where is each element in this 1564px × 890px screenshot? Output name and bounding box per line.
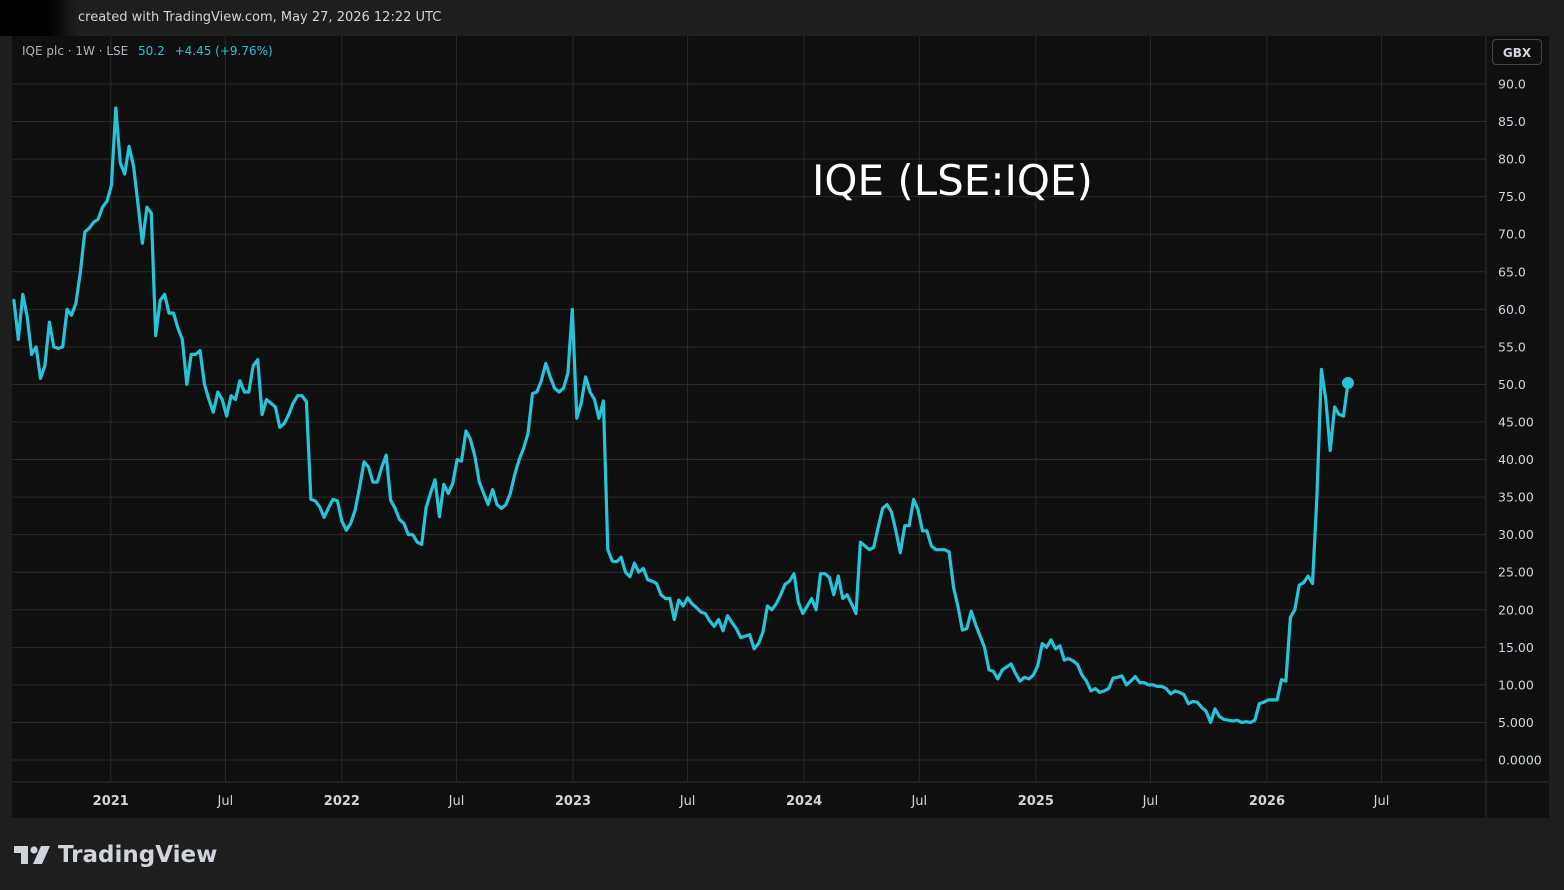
x-tick-label: Jul xyxy=(910,794,927,809)
x-tick-label: 2023 xyxy=(555,794,591,809)
y-tick-label: 75.0 xyxy=(1498,189,1526,204)
symbol-watermark: IQE (LSE:IQE) xyxy=(812,156,1093,205)
price-change: +4.45 (+9.76%) xyxy=(174,44,273,58)
x-tick-label: Jul xyxy=(217,794,234,809)
tradingview-logo-icon xyxy=(14,846,50,864)
x-tick-label: Jul xyxy=(679,794,696,809)
redacted-area xyxy=(0,0,78,36)
x-tick-label: 2026 xyxy=(1249,794,1285,809)
series-layer xyxy=(12,106,1354,725)
y-tick-label: 60.0 xyxy=(1498,302,1526,317)
y-tick-label: 0.0000 xyxy=(1498,753,1542,768)
y-tick-label: 70.0 xyxy=(1498,227,1526,242)
price-line xyxy=(12,106,1350,725)
chart-area[interactable] xyxy=(12,36,1549,818)
y-tick-label: 85.0 xyxy=(1498,114,1526,129)
y-tick-label: 15.00 xyxy=(1498,640,1534,655)
y-tick-label: 65.0 xyxy=(1498,264,1526,279)
x-tick-label: 2024 xyxy=(786,794,822,809)
currency-button[interactable]: GBX xyxy=(1492,39,1542,65)
x-tick-label: Jul xyxy=(1142,794,1159,809)
symbol-legend: IQE plc · 1W · LSE 50.2 +4.45 (+9.76%) xyxy=(22,44,273,58)
x-tick-label: Jul xyxy=(448,794,465,809)
y-axis: 90.0 85.0 80.0 75.0 70.0 65.0 60.0 55.0 50.0 45.0… xyxy=(1498,77,1542,768)
y-tick-label: 5.000 xyxy=(1498,715,1534,730)
y-tick-label: 55.0 xyxy=(1498,339,1526,354)
y-tick-label: 40.00 xyxy=(1498,452,1534,467)
x-axis: 2021 Jul 2022 Jul 2023 Jul 2024 Jul 2025 Jul 2026 J… xyxy=(93,794,1390,809)
y-tick-label: 10.00 xyxy=(1498,677,1534,692)
y-tick-label: 30.00 xyxy=(1498,527,1534,542)
y-tick-label: 35.00 xyxy=(1498,490,1534,505)
x-tick-label: Jul xyxy=(1373,794,1390,809)
y-tick-label: 50.0 xyxy=(1498,377,1526,392)
x-tick-label: 2022 xyxy=(324,794,360,809)
last-price-marker xyxy=(1341,376,1354,389)
top-bar: created with TradingView.com, May 27, 20… xyxy=(0,0,1564,36)
x-tick-label: 2021 xyxy=(93,794,129,809)
x-tick-label: 2025 xyxy=(1018,794,1054,809)
brand-name: TradingView xyxy=(58,842,218,868)
symbol-info: IQE plc · 1W · LSE xyxy=(22,44,129,58)
grid-lines xyxy=(12,36,1549,818)
last-price: 50.2 xyxy=(138,44,165,58)
y-tick-label: 20.00 xyxy=(1498,602,1534,617)
tradingview-brand[interactable]: TradingView xyxy=(14,840,217,870)
y-tick-label: 90.0 xyxy=(1498,77,1526,92)
y-tick-label: 45.00 xyxy=(1498,415,1534,430)
snapshot-caption: created with TradingView.com, May 27, 20… xyxy=(78,10,442,25)
y-tick-label: 25.00 xyxy=(1498,565,1534,580)
y-tick-label: 80.0 xyxy=(1498,152,1526,167)
